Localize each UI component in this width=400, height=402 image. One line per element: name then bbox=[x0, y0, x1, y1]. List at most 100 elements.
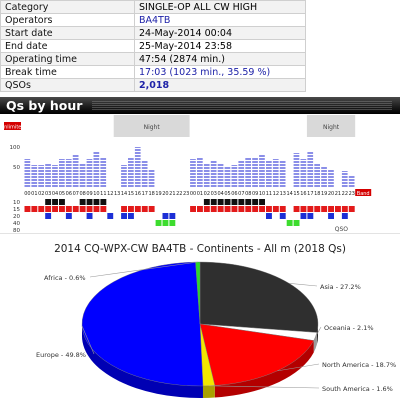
bar-segment bbox=[321, 170, 327, 172]
bar-segment bbox=[121, 176, 127, 178]
info-value[interactable]: 17:03 (1023 min., 35.59 %) bbox=[134, 65, 306, 79]
hour-bar bbox=[217, 164, 224, 187]
bar-segment bbox=[259, 158, 265, 160]
bar-segment bbox=[293, 155, 300, 157]
hour-bar bbox=[190, 159, 196, 187]
bar-segment bbox=[190, 179, 196, 181]
bar-segment bbox=[224, 176, 231, 178]
bar-segment bbox=[328, 170, 334, 172]
bar-segment bbox=[65, 159, 72, 160]
hour-label: 14 bbox=[286, 191, 292, 197]
hour-bar bbox=[259, 155, 265, 187]
hour-bar bbox=[272, 159, 279, 187]
bar-segment bbox=[231, 165, 238, 166]
bar-segment bbox=[24, 182, 31, 184]
bar-segment bbox=[59, 167, 65, 169]
bar-segment bbox=[52, 165, 58, 166]
bar-segment bbox=[38, 182, 44, 184]
bar-segment bbox=[93, 179, 100, 181]
bar-segment bbox=[272, 176, 279, 178]
band-cell bbox=[141, 206, 148, 212]
hour-bar bbox=[293, 153, 300, 187]
hour-label: 20 bbox=[162, 191, 168, 197]
bar-segment bbox=[31, 167, 38, 169]
bar-segment bbox=[203, 167, 210, 169]
band-cell bbox=[190, 206, 196, 212]
pie-slice-side bbox=[202, 385, 215, 398]
band-cell bbox=[169, 213, 176, 219]
bar-segment bbox=[65, 173, 72, 175]
band-cell bbox=[300, 213, 307, 219]
bar-segment bbox=[293, 167, 300, 169]
bar-segment bbox=[259, 164, 265, 166]
bar-segment bbox=[293, 153, 300, 154]
hour-label: 19 bbox=[321, 191, 327, 197]
hour-label: 11 bbox=[100, 191, 106, 197]
bar-segment bbox=[210, 179, 217, 181]
band-cell bbox=[52, 199, 58, 205]
bar-segment bbox=[252, 164, 258, 166]
bar-segment bbox=[224, 173, 231, 175]
bar-segment bbox=[86, 182, 93, 184]
info-key: Operators bbox=[0, 13, 135, 27]
bar-segment bbox=[100, 164, 107, 166]
bar-segment bbox=[272, 173, 279, 175]
pie-leader-line bbox=[208, 385, 320, 389]
bar-segment bbox=[300, 182, 307, 184]
bar-segment bbox=[197, 182, 203, 184]
hour-label: 06 bbox=[66, 191, 72, 197]
band-cell bbox=[231, 206, 238, 212]
qs-by-hour-title: Qs by hour bbox=[6, 98, 83, 113]
bar-segment bbox=[224, 179, 231, 181]
pie-slice-label: Oceania - 2.1% bbox=[324, 324, 374, 332]
band-legend-caption: QSO bbox=[335, 226, 349, 233]
bar-segment bbox=[128, 167, 134, 169]
bar-segment bbox=[321, 176, 327, 178]
hour-label: 23 bbox=[349, 191, 355, 197]
hour-label: 13 bbox=[114, 191, 120, 197]
bar-segment bbox=[238, 173, 245, 175]
bar-segment bbox=[321, 179, 327, 181]
hour-label: 17 bbox=[142, 191, 148, 197]
bar-segment bbox=[238, 167, 245, 169]
band-row-label: 20 bbox=[13, 214, 20, 220]
hour-label: 09 bbox=[86, 191, 92, 197]
info-key: Break time bbox=[0, 65, 135, 79]
info-value: 2,018 bbox=[134, 78, 306, 92]
band-cell bbox=[93, 199, 100, 205]
bar-segment bbox=[314, 185, 320, 187]
bar-segment bbox=[252, 173, 258, 175]
hour-bar bbox=[307, 152, 314, 187]
band-cell bbox=[203, 206, 210, 212]
bar-segment bbox=[266, 170, 272, 172]
bar-segment bbox=[100, 161, 107, 163]
bar-segment bbox=[72, 164, 79, 166]
bar-segment bbox=[65, 164, 72, 166]
hour-bar bbox=[52, 165, 58, 187]
bar-segment bbox=[307, 170, 314, 172]
band-cell bbox=[259, 199, 265, 205]
hour-bar bbox=[72, 155, 79, 187]
band-row-label: 40 bbox=[13, 221, 20, 227]
hour-bar bbox=[224, 167, 231, 187]
bar-segment bbox=[38, 185, 44, 187]
band-cell bbox=[100, 206, 107, 212]
info-value[interactable]: BA4TB bbox=[134, 13, 306, 27]
bar-segment bbox=[259, 161, 265, 163]
bar-segment bbox=[100, 173, 107, 175]
bar-segment bbox=[24, 176, 31, 178]
bar-segment bbox=[279, 182, 286, 184]
info-key: Operating time bbox=[0, 52, 135, 66]
bar-segment bbox=[231, 179, 238, 181]
bar-segment bbox=[217, 173, 224, 175]
bar-segment bbox=[190, 185, 196, 187]
band-cell bbox=[31, 206, 38, 212]
hour-bar bbox=[238, 161, 245, 187]
bar-segment bbox=[314, 176, 320, 178]
band-cell bbox=[65, 206, 72, 212]
bar-segment bbox=[59, 173, 65, 175]
bar-segment bbox=[217, 179, 224, 181]
hour-bar bbox=[245, 158, 251, 187]
pie-slice-side bbox=[214, 340, 314, 398]
bar-segment bbox=[79, 185, 86, 187]
